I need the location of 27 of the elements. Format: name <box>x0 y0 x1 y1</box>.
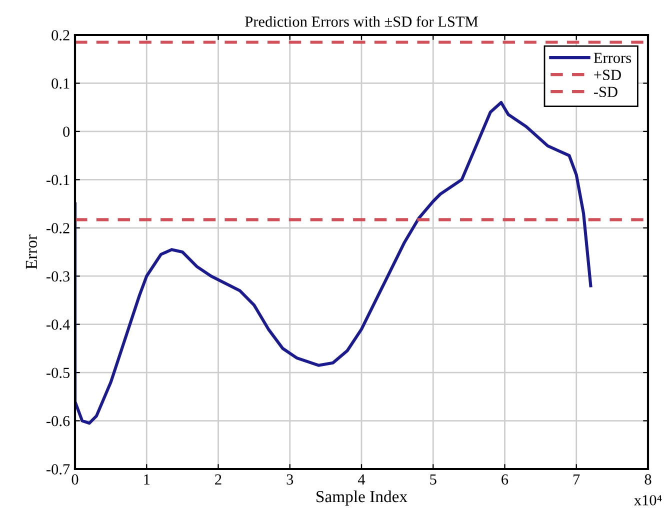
y-tick-label: -0.3 <box>46 271 70 282</box>
line-series <box>75 100 592 425</box>
chart-title: Prediction Errors with ±SD for LSTM <box>245 16 478 27</box>
legend-label: -SD <box>594 86 618 98</box>
x-tick-label: 3 <box>286 474 294 485</box>
x-tick-label: 2 <box>215 474 222 484</box>
y-tick-label: -0.5 <box>46 368 70 378</box>
x-tick-label: 5 <box>430 474 436 485</box>
text: x10⁴ <box>634 495 662 506</box>
x-tick-label: 6 <box>502 474 508 485</box>
x-tick-label: 1 <box>144 474 150 484</box>
y-tick-label: 0.1 <box>52 78 70 89</box>
x-tick-label: 7 <box>574 474 580 484</box>
legend-label: Errors <box>594 52 632 64</box>
y-tick-label: -0.4 <box>46 319 70 330</box>
x-tick-label: 8 <box>644 474 652 485</box>
y-axis-title: Error <box>26 234 38 270</box>
y-tick-label: 0 <box>63 126 70 137</box>
y-tick-label: -0.6 <box>46 416 70 426</box>
y-tick-label: -0.7 <box>46 464 70 475</box>
legend-label: +SD <box>594 70 621 80</box>
x-tick-label: 0 <box>72 474 78 485</box>
y-tick-label: -0.2 <box>46 223 70 234</box>
x-axis-title: Sample Index <box>316 490 408 506</box>
x-tick-label: 4 <box>358 474 366 484</box>
y-tick-label: 0.2 <box>52 30 70 41</box>
y-tick-label: -0.1 <box>46 174 70 186</box>
